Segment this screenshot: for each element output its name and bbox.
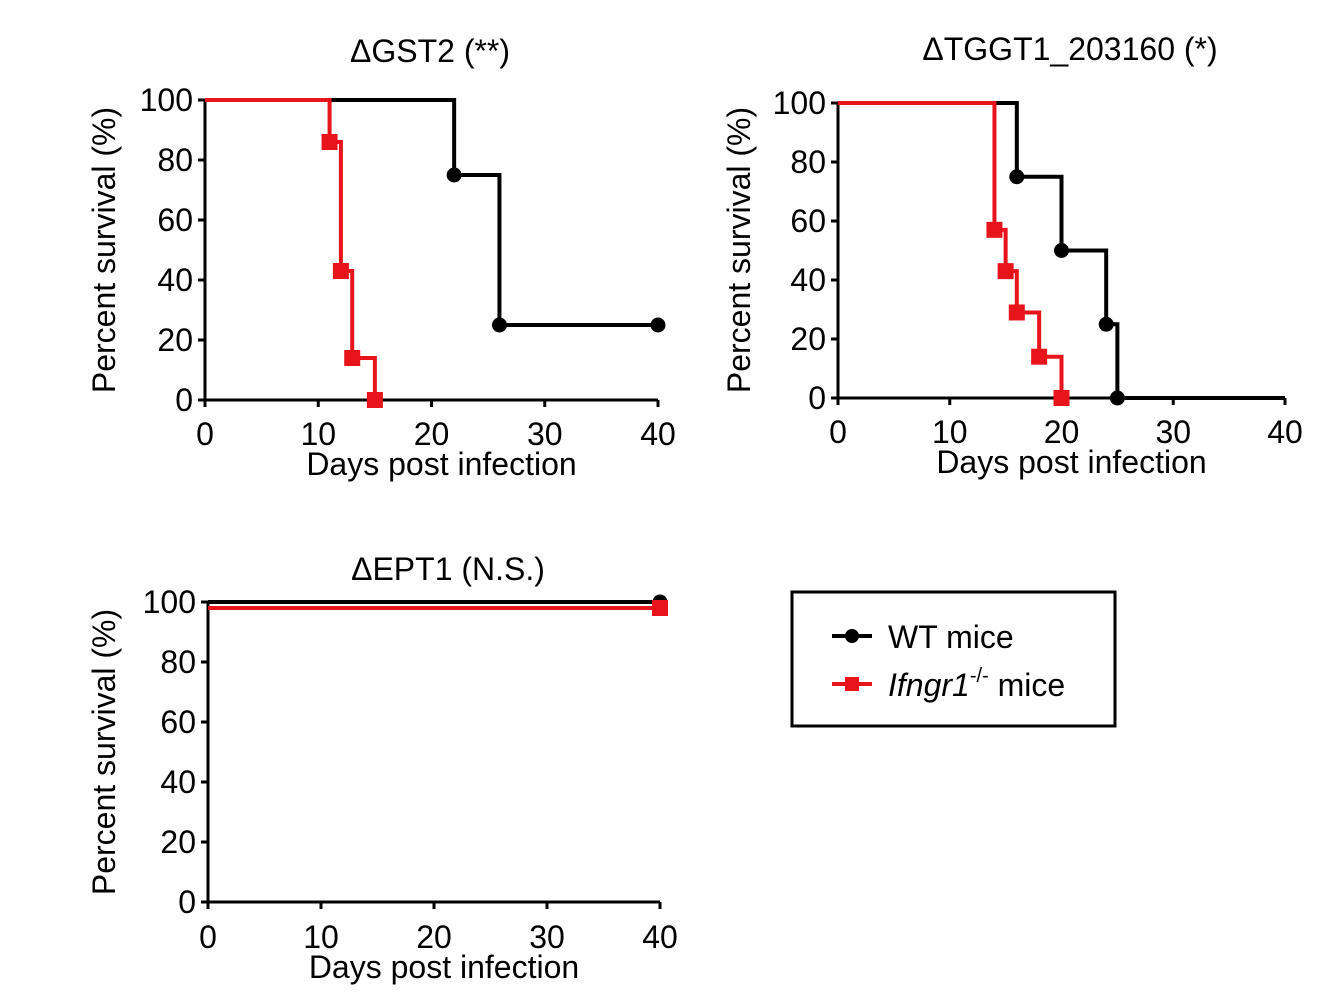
data-point: [332, 263, 349, 279]
data-point: [652, 600, 668, 616]
legend-ifngr1-rest: mice: [989, 667, 1065, 703]
series-ifngr1: [838, 101, 1070, 406]
x-tick-label: 40: [642, 919, 678, 955]
y-tick-label: 0: [175, 382, 193, 418]
y-tick-label: 80: [157, 142, 193, 178]
y-tick-label: 0: [808, 380, 826, 416]
legend-ifngr1-label: Ifngr1-/- mice: [888, 665, 1065, 703]
x-tick-label: 30: [529, 919, 565, 955]
chart-panel-3: ΔEPT1 (N.S.) 0 20 40 60 80 100 0 10 20 30 40 Days po…: [86, 551, 678, 985]
y-tick-label: 100: [143, 584, 196, 620]
y-axis-label: Percent survival (%): [86, 107, 122, 393]
x-tick-label: 20: [1044, 414, 1080, 450]
legend-box: [790, 590, 1117, 728]
data-point: [321, 134, 338, 150]
data-point: [344, 350, 361, 366]
data-point: [366, 392, 383, 408]
legend-ifngr1-marker: [845, 677, 859, 691]
data-point: [491, 317, 507, 333]
legend-wt-marker: [845, 629, 859, 643]
x-tick-label: 40: [1267, 414, 1303, 450]
legend-item-ifngr1: Ifngr1-/- mice: [832, 665, 1065, 703]
y-axis-label: Percent survival (%): [86, 609, 122, 895]
data-point: [1031, 348, 1048, 365]
y-axis-label: Percent survival (%): [721, 107, 757, 393]
x-tick-label: 0: [829, 414, 847, 450]
series-line: [838, 101, 1285, 400]
data-point: [650, 317, 666, 333]
legend-ifngr1-sup: -/-: [970, 665, 989, 687]
y-tick-label: 40: [160, 764, 196, 800]
series-ifngr1: [205, 98, 383, 408]
y-tick-label: 20: [157, 322, 193, 358]
data-point: [986, 221, 1003, 238]
series-ifngr1: [208, 600, 668, 616]
x-tick-label: 20: [414, 416, 450, 452]
data-point: [1109, 390, 1125, 406]
y-tick-label: 80: [790, 144, 826, 180]
x-tick-label: 0: [196, 416, 214, 452]
chart-panel-1: ΔGST2 (**) 0 20 40 60 80 100 0 10 20 30 40 Days post…: [86, 33, 676, 482]
y-tick-label: 60: [790, 203, 826, 239]
y-tick-label: 80: [160, 644, 196, 680]
x-tick-label: 40: [640, 416, 676, 452]
legend: WT mice Ifngr1-/- mice: [790, 590, 1117, 728]
series-wt: [205, 98, 666, 333]
y-tick-label: 0: [178, 884, 196, 920]
data-point: [997, 263, 1014, 280]
series-line: [838, 101, 1064, 398]
y-tick-label: 60: [160, 704, 196, 740]
x-tick-label: 20: [416, 919, 452, 955]
y-tick-label: 40: [790, 262, 826, 298]
data-point: [446, 167, 462, 183]
chart-panel-2: ΔTGGT1_203160 (*) 0 20 40 60 80 100 0 10 20 30 40 Da…: [721, 31, 1303, 480]
x-axis-label: Days post infection: [306, 446, 576, 482]
y-tick-label: 60: [157, 202, 193, 238]
y-tick-label: 20: [790, 321, 826, 357]
y-tick-label: 100: [140, 82, 193, 118]
data-point: [1098, 316, 1114, 332]
series-line: [205, 98, 658, 327]
legend-ifngr1-italic: Ifngr1: [888, 667, 970, 703]
series-wt: [838, 101, 1285, 406]
x-tick-label: 0: [199, 919, 217, 955]
x-tick-label: 30: [1155, 414, 1191, 450]
x-tick-label: 10: [932, 414, 968, 450]
x-tick-label: 10: [303, 919, 339, 955]
y-tick-label: 100: [773, 85, 826, 121]
chart-title: ΔEPT1 (N.S.): [351, 551, 545, 587]
data-point: [1009, 169, 1025, 185]
x-tick-label: 10: [300, 416, 336, 452]
chart-title: ΔGST2 (**): [350, 33, 510, 69]
data-point: [1053, 390, 1070, 406]
y-tick-label: 20: [160, 824, 196, 860]
data-point: [1008, 304, 1025, 321]
x-axis-label: Days post infection: [936, 444, 1206, 480]
chart-title: ΔTGGT1_203160 (*): [922, 31, 1217, 67]
legend-item-wt: WT mice: [832, 619, 1014, 655]
data-point: [1054, 243, 1069, 258]
legend-wt-label: WT mice: [888, 619, 1014, 655]
x-axis-label: Days post infection: [309, 949, 579, 985]
y-tick-label: 40: [157, 262, 193, 298]
x-tick-label: 30: [527, 416, 563, 452]
